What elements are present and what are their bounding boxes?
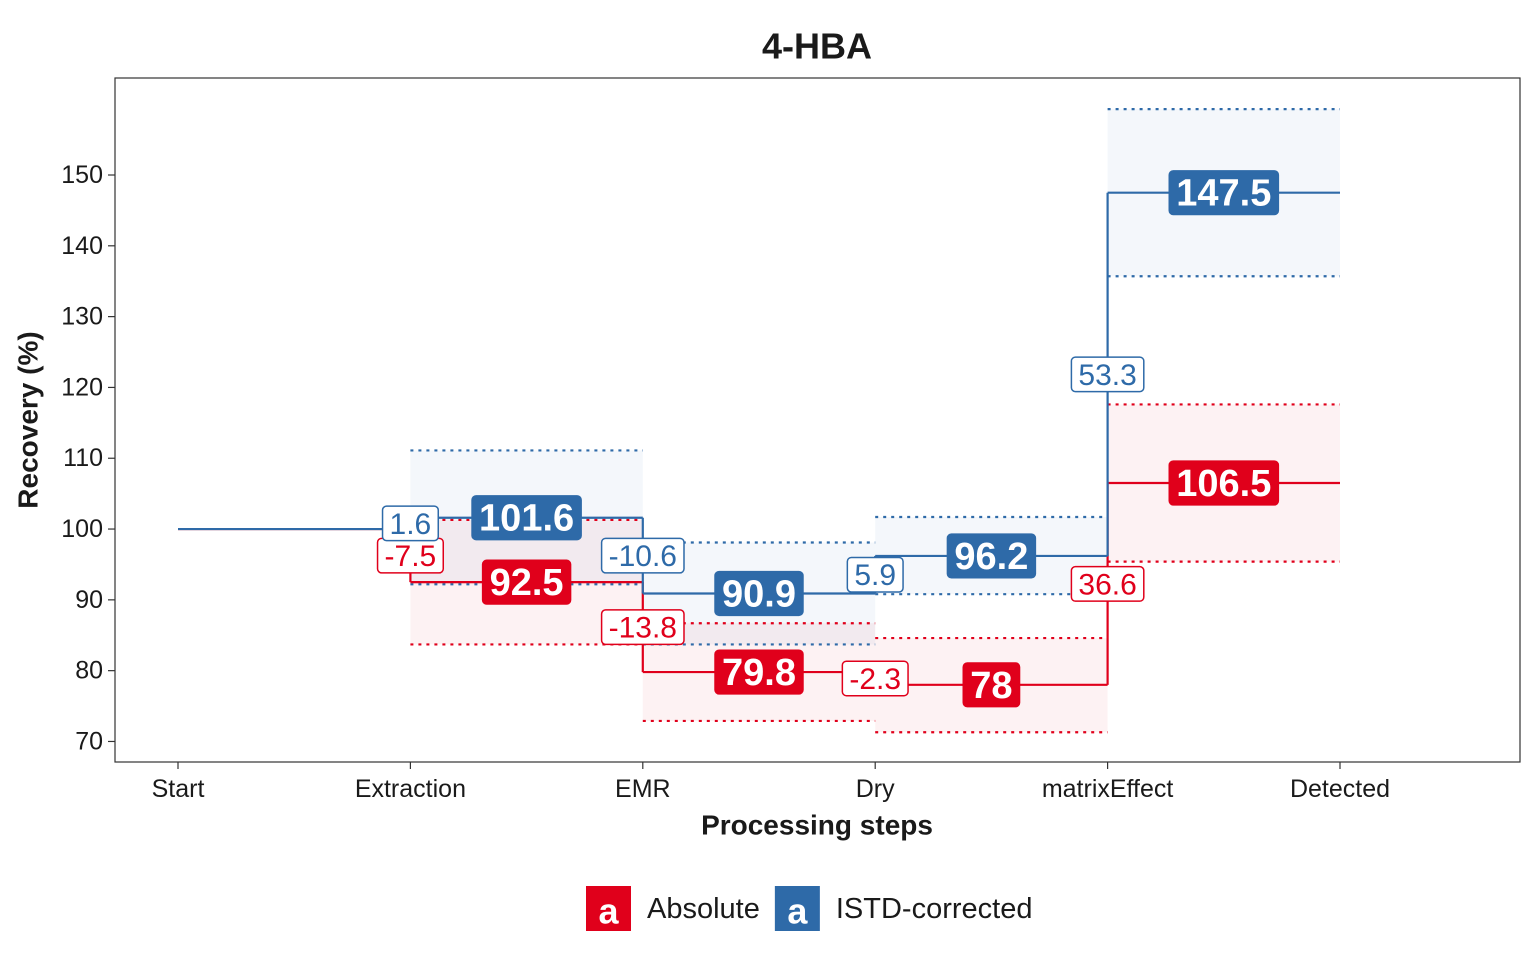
label-text: 1.6 xyxy=(390,508,432,541)
change-label: -2.3 xyxy=(841,660,909,697)
legend-key xyxy=(586,886,631,931)
y-tick-label: 150 xyxy=(61,161,103,189)
label-text: -13.8 xyxy=(609,612,677,645)
level-label: 96.2 xyxy=(946,533,1037,579)
label-box xyxy=(946,533,1037,579)
change-label: 5.9 xyxy=(846,556,904,593)
x-tick-label: matrixEffect xyxy=(1042,775,1174,803)
x-tick-label: Detected xyxy=(1290,775,1390,803)
label-text: -10.6 xyxy=(609,540,677,573)
label-box xyxy=(600,609,685,646)
x-axis-title: Processing steps xyxy=(701,810,933,841)
label-box xyxy=(381,505,440,542)
change-label: 53.3 xyxy=(1070,356,1145,393)
level-label: 101.6 xyxy=(471,495,582,541)
label-box xyxy=(481,559,572,605)
level-label: 92.5 xyxy=(481,559,572,605)
legend: a Absolute a ISTD-corrected xyxy=(586,886,1032,932)
label-box xyxy=(1070,565,1145,602)
label-text: 5.9 xyxy=(854,559,896,592)
y-tick-label: 110 xyxy=(63,444,103,472)
label-text: 78 xyxy=(970,665,1012,707)
label-box xyxy=(1070,356,1145,393)
y-tick-label: 90 xyxy=(75,586,103,614)
label-text: 79.8 xyxy=(722,652,796,694)
label-box xyxy=(714,649,804,695)
chart-title: 4-HBA xyxy=(762,26,872,67)
x-tick-label: Start xyxy=(152,775,205,803)
label-box xyxy=(471,495,582,541)
label-box xyxy=(1168,170,1280,216)
label-text: 90.9 xyxy=(722,573,796,615)
legend-key xyxy=(774,886,820,931)
level-label: 79.8 xyxy=(714,649,804,695)
label-text: -7.5 xyxy=(385,540,437,573)
label-box xyxy=(1168,460,1280,506)
label-box xyxy=(962,662,1021,708)
plot-panel xyxy=(114,77,1521,763)
change-label: -7.5 xyxy=(376,537,445,574)
legend-label: ISTD-corrected xyxy=(836,893,1033,925)
y-tick-label: 140 xyxy=(61,232,103,260)
y-tick-label: 100 xyxy=(61,515,103,543)
legend-key-glyph: a xyxy=(598,891,619,932)
x-tick-label: EMR xyxy=(615,775,671,803)
level-label: 106.5 xyxy=(1168,460,1280,506)
change-label: -13.8 xyxy=(600,609,685,646)
level-label: 78 xyxy=(962,662,1021,708)
y-tick-label: 130 xyxy=(61,303,103,331)
labels: -7.5 -13.8 -2.3 36.6 92.5 79.8 78 106.5 1.6 -10.6… xyxy=(376,170,1280,708)
y-tick-label: 80 xyxy=(75,657,103,685)
change-label: -10.6 xyxy=(600,537,685,574)
label-text: -2.3 xyxy=(849,663,901,696)
label-text: 36.6 xyxy=(1078,568,1136,601)
y-tick-label: 70 xyxy=(75,727,103,755)
level-label: 147.5 xyxy=(1168,170,1280,216)
y-axis-title: Recovery (%) xyxy=(13,331,44,508)
x-tick-label: Dry xyxy=(856,775,895,803)
legend-key-glyph: a xyxy=(787,891,808,932)
label-box xyxy=(600,537,685,574)
label-text: 92.5 xyxy=(490,562,564,604)
label-text: 53.3 xyxy=(1078,359,1136,392)
label-text: 106.5 xyxy=(1176,463,1271,505)
change-label: 1.6 xyxy=(381,505,440,542)
label-text: 147.5 xyxy=(1176,173,1271,215)
legend-label: Absolute xyxy=(647,893,760,925)
label-box xyxy=(714,570,804,617)
y-tick-label: 120 xyxy=(61,373,103,401)
level-label: 90.9 xyxy=(714,570,804,617)
change-label: 36.6 xyxy=(1070,565,1145,602)
x-tick-label: Extraction xyxy=(355,775,466,803)
band-edges xyxy=(410,108,1340,734)
label-text: 101.6 xyxy=(479,498,574,540)
label-box xyxy=(841,660,909,697)
label-box xyxy=(846,556,904,593)
label-text: 96.2 xyxy=(954,536,1028,578)
